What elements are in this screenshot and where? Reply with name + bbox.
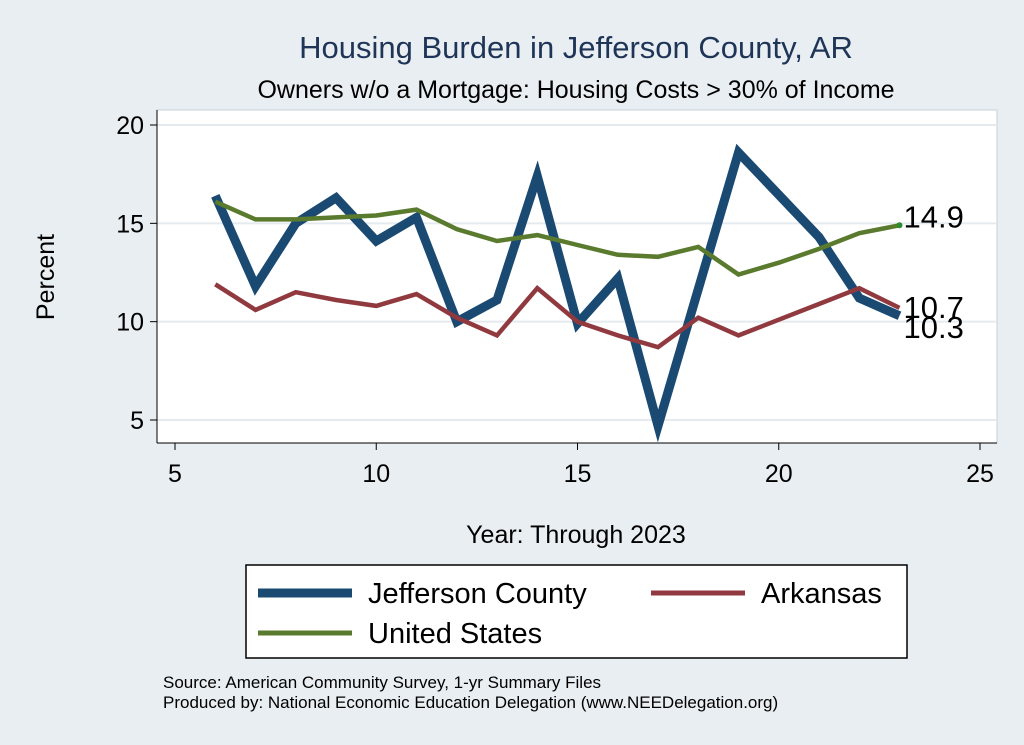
x-axis-label: Year: Through 2023 bbox=[466, 521, 686, 549]
x-tick-label-10: 10 bbox=[362, 460, 390, 488]
y-tick-label-5: 5 bbox=[130, 407, 144, 435]
end-label-jefferson-county: 10.3 bbox=[904, 310, 964, 345]
end-labels: 10.310.7 14.9 bbox=[904, 199, 964, 344]
chart-subtitle: Owners w/o a Mortgage: Housing Costs > 3… bbox=[257, 76, 894, 104]
legend: Jefferson County Arkansas United States bbox=[245, 564, 908, 659]
producer-note: Produced by: National Economic Education… bbox=[163, 693, 778, 712]
y-axis-label: Percent bbox=[32, 234, 60, 320]
x-tick-label-5: 5 bbox=[168, 460, 182, 488]
legend-label-united-states: United States bbox=[368, 618, 542, 650]
y-tick-label-10: 10 bbox=[116, 309, 144, 337]
x-ticks: 5 10 15 20 25 bbox=[168, 443, 994, 488]
legend-box bbox=[245, 564, 908, 659]
end-marker-united-states bbox=[896, 222, 903, 229]
y-ticks: 5 10 15 20 bbox=[116, 112, 157, 435]
end-label-arkansas: 10.7 bbox=[904, 290, 964, 325]
end-label-united-states: 14.9 bbox=[904, 199, 964, 234]
plot-area bbox=[156, 109, 998, 444]
chart-title: Housing Burden in Jefferson County, AR bbox=[299, 30, 853, 65]
legend-label-arkansas: Arkansas bbox=[761, 578, 882, 610]
y-tick-label-20: 20 bbox=[116, 112, 144, 140]
x-tick-label-15: 15 bbox=[564, 460, 592, 488]
series-line-arkansas bbox=[214, 282, 901, 350]
series-lines bbox=[211, 143, 903, 443]
y-tick-label-15: 15 bbox=[116, 210, 144, 238]
legend-label-jefferson-county: Jefferson County bbox=[368, 578, 587, 610]
series-line-united-states bbox=[214, 199, 900, 277]
x-tick-label-25: 25 bbox=[966, 460, 994, 488]
source-note: Source: American Community Survey, 1-yr … bbox=[163, 673, 601, 692]
x-tick-label-20: 20 bbox=[765, 460, 793, 488]
